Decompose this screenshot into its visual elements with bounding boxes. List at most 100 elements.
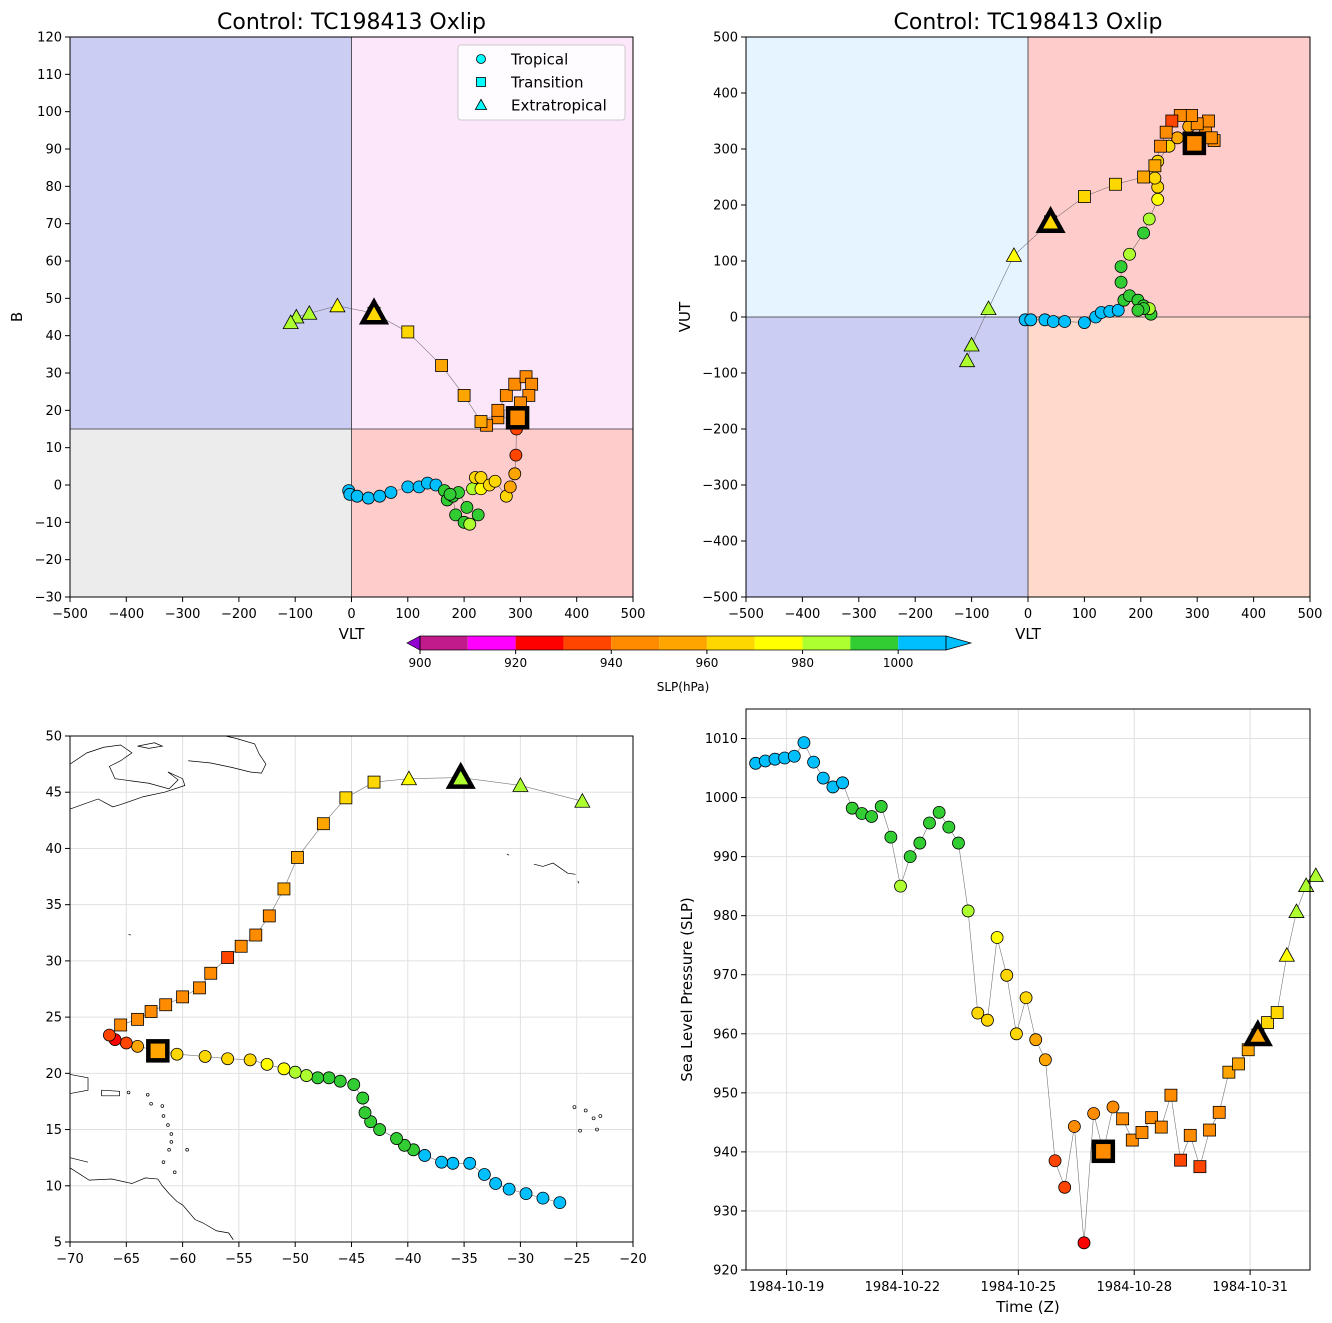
y-tick-label: 30 — [45, 954, 62, 969]
coastline-cape-verde — [572, 1105, 577, 1109]
colorbar-tick-label: 920 — [504, 656, 527, 670]
tropical-point — [509, 448, 523, 462]
x-axis-label: VLT — [339, 625, 366, 643]
tropical-point — [816, 771, 830, 785]
tropical-point — [1111, 303, 1125, 317]
y-tick-label: −100 — [702, 367, 738, 382]
tropical-point — [981, 1013, 994, 1027]
tropical-point — [401, 480, 415, 494]
transition-point — [1270, 1006, 1284, 1019]
coastline-lesser-antilles — [169, 1132, 174, 1136]
y-tick-label: 920 — [713, 1264, 738, 1279]
colorbar-segment — [754, 636, 803, 650]
y-tick-label: 90 — [45, 143, 62, 158]
transition-point — [435, 359, 448, 372]
x-tick-label: −400 — [108, 607, 144, 622]
coastline-lesser-antilles — [145, 1092, 150, 1097]
y-tick-label: 35 — [45, 898, 62, 913]
x-tick-label: −45 — [338, 1252, 365, 1267]
colorbar-segment — [420, 636, 468, 650]
y-tick-label: 500 — [713, 31, 738, 46]
transition-start-highlight — [1091, 1139, 1116, 1164]
extratropical-point — [963, 336, 980, 352]
quadrant-upper-right — [1028, 37, 1310, 317]
y-tick-label: 960 — [713, 1027, 738, 1042]
colorbar-extend-high — [945, 635, 973, 651]
colorbar-segment — [611, 636, 660, 650]
transition-point — [1203, 1123, 1216, 1137]
tropical-point — [1010, 1027, 1023, 1041]
y-tick-label: 120 — [37, 31, 62, 46]
tropical-point — [942, 820, 956, 834]
quadrant-upper-left — [70, 37, 352, 429]
colorbar-segment — [563, 636, 612, 650]
y-tick-label: −10 — [35, 516, 62, 531]
transition-point — [277, 882, 291, 896]
tropical-point — [536, 1191, 550, 1205]
y-tick-label: 40 — [45, 329, 62, 344]
panel-slp-timeseries: 1984-10-19 1984-10-22 1984-10-25 1984-10-28… — [678, 708, 1324, 1316]
x-tick-label: −500 — [728, 607, 764, 622]
tropical-point — [1038, 1053, 1052, 1067]
coastline-hispaniola — [69, 1074, 89, 1094]
transition-point — [1159, 125, 1173, 139]
tropical-point — [553, 1196, 567, 1210]
coastlines — [69, 735, 603, 1240]
coastline-north-america — [69, 744, 186, 810]
tropical-point — [503, 480, 517, 494]
extratropical-point — [1278, 946, 1296, 962]
tropical-point — [797, 736, 811, 750]
tropical-point — [1131, 303, 1145, 317]
colorbar-segment — [850, 636, 899, 650]
y-tick-label: −500 — [702, 591, 738, 606]
coastline-lesser-antilles — [149, 1101, 153, 1106]
quadrant-lower-right — [351, 429, 633, 597]
tropical-point — [1077, 1236, 1091, 1250]
legend-label-extratropical: Extratropical — [511, 97, 607, 115]
tropical-point — [373, 1123, 387, 1136]
y-axis-label: B — [8, 312, 26, 322]
extratropical-start-highlight — [1242, 1019, 1273, 1047]
x-tick-label: −65 — [113, 1252, 140, 1267]
coastline-lesser-antilles — [166, 1123, 170, 1127]
transition-point — [1222, 1065, 1236, 1079]
coastline-azores — [506, 853, 510, 856]
tropical-point — [807, 755, 821, 769]
colorbar-tick-label: 960 — [695, 656, 718, 670]
y-tick-label: 990 — [713, 850, 738, 865]
transition-point — [1116, 1112, 1130, 1126]
transition-point — [367, 775, 381, 789]
coastline-newfoundland — [188, 735, 267, 774]
tropical-point — [373, 489, 387, 503]
y-tick-label: 10 — [45, 441, 62, 456]
tropical-point — [874, 800, 888, 813]
y-tick-label: −200 — [702, 423, 738, 438]
y-tick-label: 40 — [45, 842, 62, 857]
tropical-point — [390, 1132, 403, 1145]
tropical-point — [971, 1006, 985, 1020]
x-tick-label: 300 — [508, 607, 533, 622]
tropical-point — [300, 1069, 313, 1082]
colorbar-segment — [515, 636, 564, 650]
x-tick-label: 1984-10-19 — [749, 1280, 825, 1295]
transition-point — [1164, 1088, 1178, 1102]
legend: Tropical Transition Extratropical — [457, 44, 626, 121]
transition-point — [1202, 114, 1215, 128]
transition-point — [316, 817, 330, 831]
legend-label-transition: Transition — [510, 74, 584, 92]
axes-frame — [745, 708, 1311, 1271]
tropical-point — [884, 830, 898, 844]
tropical-point — [471, 508, 485, 522]
tropical-point — [463, 517, 477, 531]
tropical-point — [435, 1155, 448, 1169]
tropical-point — [356, 1091, 370, 1105]
extratropical-point — [574, 792, 591, 808]
tropical-point — [1148, 171, 1162, 185]
extratropical-point — [958, 352, 976, 368]
transition-point — [1154, 139, 1167, 153]
track-line — [755, 742, 1317, 1243]
colorbar-segment — [659, 636, 707, 650]
tropical-point — [277, 1062, 291, 1076]
y-tick-label: 80 — [45, 180, 62, 195]
x-tick-label: 1984-10-25 — [981, 1280, 1057, 1295]
